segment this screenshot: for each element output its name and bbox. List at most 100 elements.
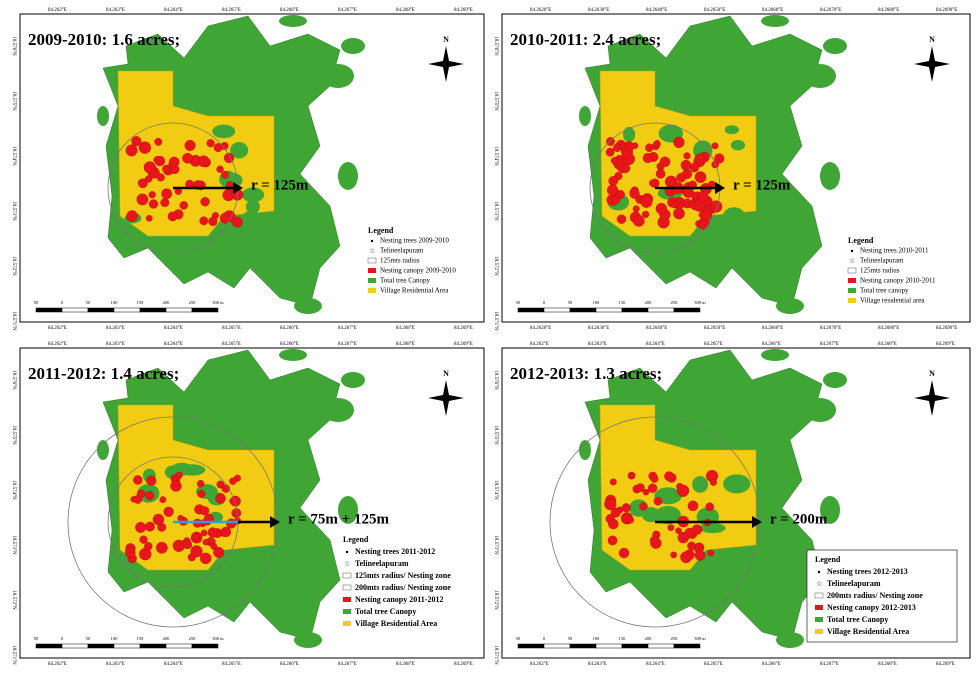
nesting-canopy	[144, 542, 152, 550]
legend-title: Legend	[848, 236, 874, 245]
bottom-coord: 84.268°E	[396, 662, 415, 667]
nesting-canopy	[604, 498, 616, 510]
nesting-canopy	[708, 550, 714, 556]
nesting-canopy	[197, 480, 204, 487]
radius-label: r = 200m	[770, 511, 828, 527]
nesting-canopy	[208, 528, 218, 538]
tree-canopy-patch	[804, 398, 836, 422]
scale-segment	[88, 308, 114, 312]
scale-label: 200	[163, 300, 171, 305]
scale-label: 200	[645, 636, 653, 641]
nesting-canopy	[617, 215, 626, 224]
bottom-coord: 84.266°E	[280, 326, 299, 331]
scale-segment	[544, 308, 570, 312]
nesting-canopy	[176, 472, 183, 479]
left-coord: 18.572°N	[493, 256, 498, 276]
scale-label: 100	[111, 636, 119, 641]
left-coord: 18.572°N	[11, 590, 16, 610]
scale-segment	[166, 644, 192, 648]
top-coord: 84.262°E	[530, 342, 549, 347]
tree-canopy-patch	[579, 440, 591, 460]
nesting-canopy	[629, 472, 635, 478]
legend-item: Village residential area	[860, 297, 925, 305]
tree-canopy-patch	[97, 106, 109, 126]
scale-segment	[36, 644, 62, 648]
scale-segment	[140, 644, 166, 648]
radius-label: r = 125m	[733, 177, 791, 193]
tree-canopy-patch	[823, 372, 847, 388]
scale-segment	[114, 644, 140, 648]
legend-item: Village Residential Area	[355, 619, 437, 628]
scale-label: 250	[671, 636, 679, 641]
nesting-canopy	[215, 493, 225, 503]
canopy-gap	[725, 125, 739, 134]
nesting-canopy	[677, 485, 689, 497]
left-coord: 18.573°N	[11, 201, 16, 221]
top-coord: 84.265°E	[222, 342, 241, 347]
bottom-coord: 84.267°E	[820, 662, 839, 667]
legend-title: Legend	[368, 226, 394, 235]
nesting-canopy	[156, 542, 167, 553]
bottom-coord: 84.2650°E	[704, 326, 725, 331]
nesting-canopy	[183, 540, 192, 549]
nesting-canopy	[221, 171, 228, 178]
left-coord: 18.573°N	[11, 535, 16, 555]
top-coord: 84.2660°E	[762, 8, 783, 13]
scale-segment	[62, 308, 88, 312]
tree-canopy-patch	[804, 64, 836, 88]
scale-label: 50	[568, 300, 573, 305]
nesting-canopy	[133, 475, 142, 484]
legend-symbol	[343, 621, 351, 626]
scale-segment	[648, 308, 674, 312]
scale-label: 150	[137, 300, 145, 305]
bottom-coord: 84.264°E	[646, 662, 665, 667]
nesting-canopy	[606, 148, 614, 156]
nesting-canopy	[232, 508, 241, 517]
legend-item: 125mts radius	[860, 267, 900, 275]
top-coord: 84.263°E	[588, 342, 607, 347]
bottom-coord: 84.262°E	[48, 326, 67, 331]
nesting-canopy	[169, 157, 179, 167]
legend-item: Village Residential Area	[380, 287, 449, 295]
nesting-canopy	[160, 496, 166, 502]
panel-title: 2009-2010: 1.6 acres;	[28, 30, 180, 49]
left-coord: 18.571°N	[11, 645, 16, 665]
legend-item: Telineelapuram	[355, 559, 409, 568]
nesting-canopy	[610, 479, 617, 486]
scale-segment	[648, 644, 674, 648]
tree-canopy-patch	[341, 372, 365, 388]
left-coord: 18.575°N	[493, 425, 498, 445]
legend-item: Nesting canopy 2012-2013	[827, 603, 916, 612]
left-coord: 18.575°N	[11, 91, 16, 111]
nesting-canopy	[221, 527, 231, 537]
canopy-gap	[212, 125, 235, 139]
legend-symbol: ☆	[816, 580, 822, 588]
scale-segment	[192, 644, 218, 648]
nesting-canopy	[178, 515, 184, 521]
left-coord: 18.576°N	[11, 370, 16, 390]
tree-canopy-patch	[97, 440, 109, 460]
scale-label: 250	[671, 300, 679, 305]
left-coord: 18.574°N	[493, 146, 498, 166]
nesting-canopy	[643, 153, 653, 163]
nesting-canopy	[140, 536, 148, 544]
legend-symbol	[848, 288, 856, 293]
scale-segment	[674, 644, 700, 648]
nesting-canopy	[642, 211, 649, 218]
nesting-canopy	[137, 194, 148, 205]
legend-item: Nesting trees 2011-2012	[355, 547, 435, 556]
bottom-coord: 84.269°E	[454, 662, 473, 667]
scale-segment	[596, 644, 622, 648]
nesting-canopy	[671, 552, 677, 558]
bottom-coord: 84.265°E	[222, 662, 241, 667]
scale-label: 300 m	[212, 300, 224, 305]
tree-canopy-patch	[341, 38, 365, 54]
nesting-canopy	[229, 478, 236, 485]
scale-segment	[570, 308, 596, 312]
scale-label: 100	[111, 300, 119, 305]
nesting-canopy	[145, 522, 154, 531]
legend-item: Nesting canopy 2009-2010	[380, 267, 456, 275]
legend-symbol	[346, 551, 348, 553]
bottom-coord: 84.265°E	[222, 326, 241, 331]
scale-segment	[192, 308, 218, 312]
